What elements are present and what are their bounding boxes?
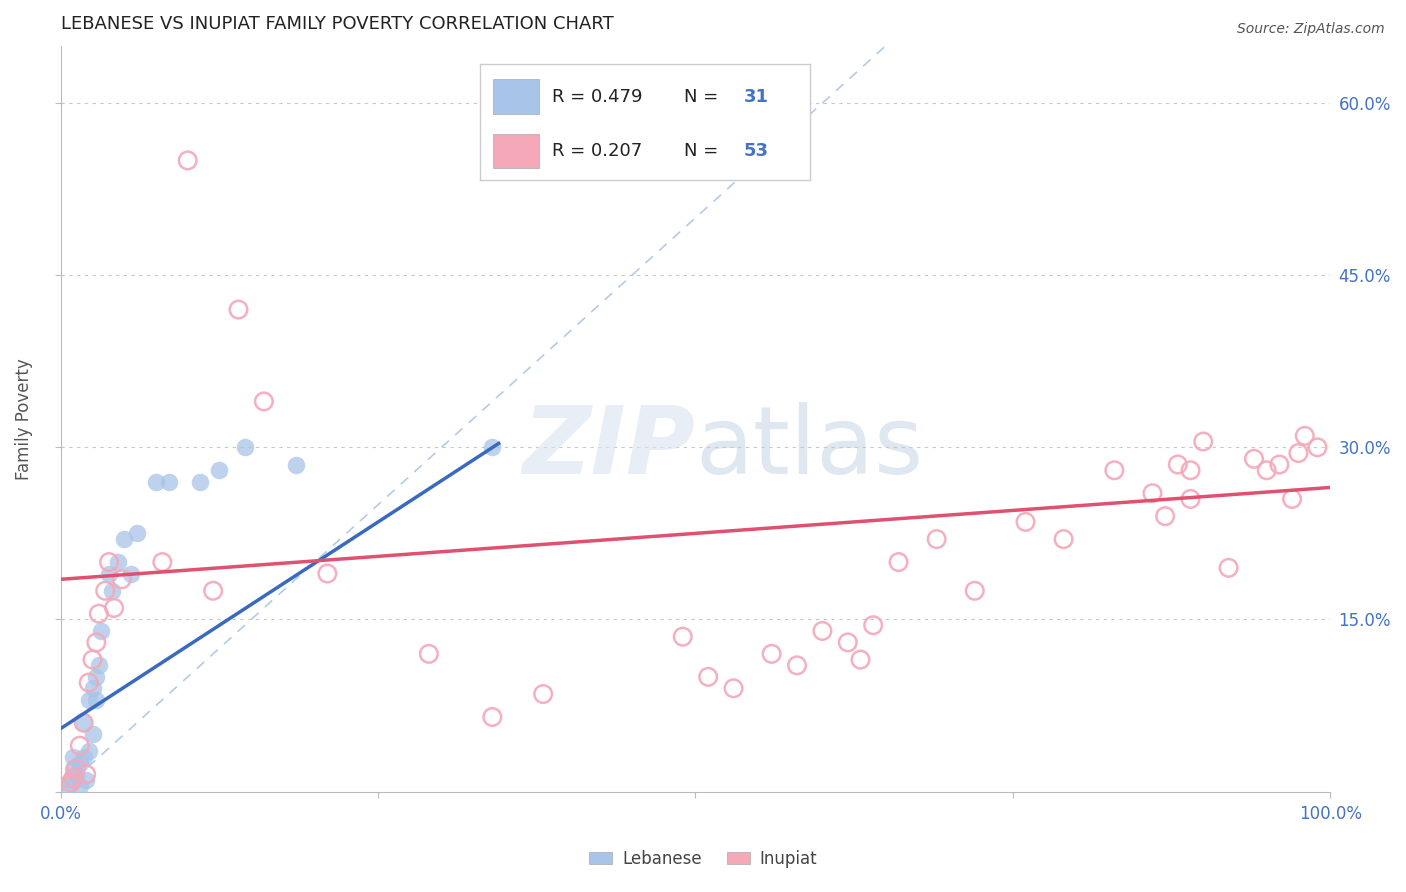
Y-axis label: Family Poverty: Family Poverty <box>15 358 32 480</box>
Point <box>1281 491 1303 506</box>
Point <box>1256 463 1278 477</box>
Point <box>811 624 834 638</box>
Point <box>103 601 125 615</box>
Point <box>69 739 91 753</box>
Point <box>1014 515 1036 529</box>
Point <box>77 744 100 758</box>
Point <box>150 555 173 569</box>
Point <box>253 394 276 409</box>
Point <box>72 750 94 764</box>
Point <box>65 767 87 781</box>
Point <box>87 658 110 673</box>
Point <box>65 762 87 776</box>
Point <box>145 475 167 489</box>
Point <box>62 762 84 776</box>
Point <box>56 779 79 793</box>
Point <box>925 532 948 546</box>
Text: LEBANESE VS INUPIAT FAMILY POVERTY CORRELATION CHART: LEBANESE VS INUPIAT FAMILY POVERTY CORRE… <box>60 15 613 33</box>
Point <box>75 773 97 788</box>
Point <box>1180 463 1202 477</box>
Point <box>98 566 121 581</box>
Point <box>1167 458 1189 472</box>
Point <box>963 583 986 598</box>
Point <box>86 635 108 649</box>
Point <box>862 618 884 632</box>
Text: Source: ZipAtlas.com: Source: ZipAtlas.com <box>1237 22 1385 37</box>
Point <box>94 583 117 598</box>
Point <box>72 715 94 730</box>
Point <box>107 555 129 569</box>
Point <box>1142 486 1164 500</box>
Point <box>98 555 121 569</box>
Point <box>837 635 859 649</box>
Point <box>75 767 97 781</box>
Point <box>82 727 104 741</box>
Point <box>100 583 122 598</box>
Point <box>62 771 84 785</box>
Point <box>77 693 100 707</box>
Point <box>233 440 256 454</box>
Point <box>1268 458 1291 472</box>
Point <box>59 773 82 788</box>
Point <box>887 555 910 569</box>
Point <box>1154 509 1177 524</box>
Legend: Lebanese, Inupiat: Lebanese, Inupiat <box>582 844 824 875</box>
Point <box>202 583 225 598</box>
Point <box>90 624 112 638</box>
Point <box>316 566 339 581</box>
Point <box>56 779 79 793</box>
Point <box>697 670 720 684</box>
Point <box>1306 440 1329 454</box>
Point <box>69 756 91 770</box>
Point <box>82 652 104 666</box>
Point <box>284 458 307 472</box>
Point <box>86 693 108 707</box>
Point <box>672 630 695 644</box>
Point <box>177 153 200 168</box>
Point <box>157 475 180 489</box>
Text: atlas: atlas <box>696 402 924 494</box>
Point <box>120 566 142 581</box>
Point <box>1286 446 1309 460</box>
Point <box>1243 451 1265 466</box>
Point <box>786 658 808 673</box>
Point <box>228 302 250 317</box>
Point <box>1180 491 1202 506</box>
Point <box>77 675 100 690</box>
Point <box>125 526 148 541</box>
Point <box>723 681 745 696</box>
Point <box>82 681 104 696</box>
Point <box>87 607 110 621</box>
Point <box>190 475 212 489</box>
Point <box>418 647 440 661</box>
Point <box>112 532 135 546</box>
Point <box>59 775 82 789</box>
Point <box>1052 532 1074 546</box>
Point <box>531 687 554 701</box>
Point <box>761 647 783 661</box>
Point <box>481 710 503 724</box>
Point <box>72 715 94 730</box>
Point <box>69 779 91 793</box>
Point <box>111 572 134 586</box>
Point <box>1218 561 1240 575</box>
Point <box>62 750 84 764</box>
Point <box>1192 434 1215 449</box>
Text: ZIP: ZIP <box>523 402 696 494</box>
Point <box>86 670 108 684</box>
Point <box>208 463 231 477</box>
Point <box>481 440 503 454</box>
Point <box>1294 429 1316 443</box>
Point <box>1104 463 1126 477</box>
Point <box>849 652 872 666</box>
